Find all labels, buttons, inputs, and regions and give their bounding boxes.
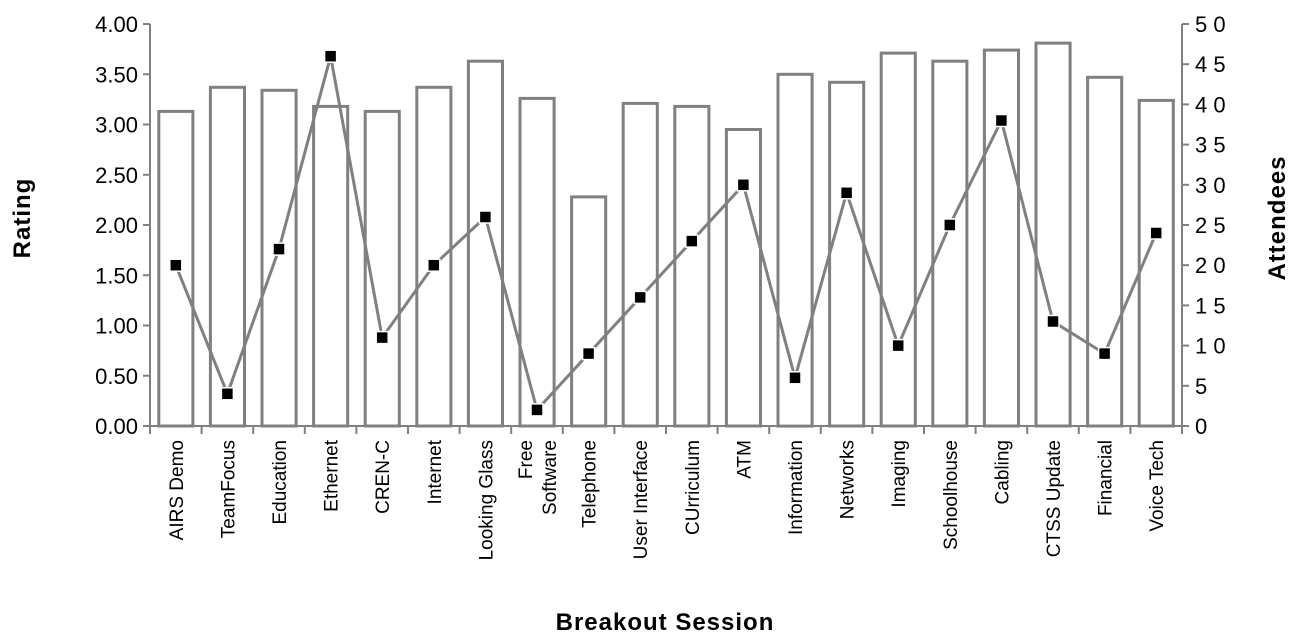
rating-bar (1036, 43, 1070, 426)
attendees-marker (583, 348, 595, 360)
category-label: CTSS Update (1044, 440, 1065, 557)
y-tick-label: 4.00 (95, 12, 138, 37)
y-axis-title: Rating (9, 178, 36, 259)
attendees-marker (634, 291, 646, 303)
category-label: Looking Glass (476, 440, 497, 560)
y2-tick-label: 2 0 (1195, 253, 1226, 278)
rating-bar (210, 87, 244, 426)
rating-bar (830, 82, 864, 426)
attendees-marker (1150, 227, 1162, 239)
y-tick-label: 0.00 (95, 414, 138, 439)
attendees-marker (273, 243, 285, 255)
category-label: ATM (734, 440, 755, 479)
attendees-marker (892, 340, 904, 352)
y2-tick-label: 1 0 (1195, 334, 1226, 359)
attendees-marker (789, 372, 801, 384)
category-label: CREN-C (373, 440, 394, 514)
rating-bar (623, 103, 657, 426)
y2-tick-label: 4 5 (1195, 52, 1226, 77)
y2-tick-label: 3 0 (1195, 173, 1226, 198)
rating-bar (726, 130, 760, 427)
category-label: Schoolhouse (941, 440, 962, 550)
category-label: User Interface (631, 440, 652, 559)
rating-bar (881, 53, 915, 426)
attendees-marker (944, 219, 956, 231)
attendees-marker (325, 50, 337, 62)
rating-bar (933, 61, 967, 426)
attendees-marker (686, 235, 698, 247)
y2-tick-label: 0 (1195, 414, 1207, 439)
y2-tick-label: 1 5 (1195, 293, 1226, 318)
category-label: Free (516, 440, 537, 479)
rating-bar (675, 106, 709, 426)
category-label: CUrriculum (683, 440, 704, 535)
category-label: Financial (1096, 440, 1117, 516)
y-tick-label: 1.00 (95, 314, 138, 339)
category-label: Cabling (992, 440, 1013, 504)
category-label: Telephone (580, 440, 601, 528)
rating-bar (314, 106, 348, 426)
attendees-marker (1099, 348, 1111, 360)
y2-axis-title: Attendees (1264, 155, 1291, 280)
x-axis-title: Breakout Session (556, 609, 775, 636)
rating-bars (159, 43, 1173, 426)
rating-bar (417, 87, 451, 426)
category-label: Networks (838, 440, 859, 519)
rating-bar (520, 98, 554, 426)
y-tick-label: 2.00 (95, 213, 138, 238)
y2-tick-label: 4 0 (1195, 92, 1226, 117)
rating-bar (1088, 77, 1122, 426)
attendees-marker (841, 187, 853, 199)
y-tick-label: 0.50 (95, 364, 138, 389)
attendees-marker (995, 115, 1007, 127)
attendees-marker (170, 259, 182, 271)
rating-bar (262, 90, 296, 426)
y-tick-label: 2.50 (95, 163, 138, 188)
category-label: AIRS Demo (167, 440, 188, 540)
attendees-marker (376, 332, 388, 344)
attendees-marker (531, 404, 543, 416)
category-label: Voice Tech (1147, 440, 1168, 532)
axes (143, 24, 1189, 434)
y-tick-label: 3.00 (95, 113, 138, 138)
rating-bar (984, 50, 1018, 426)
category-label: TeamFocus (218, 440, 239, 538)
rating-bar (468, 61, 502, 426)
attendees-marker (479, 211, 491, 223)
attendees-marker (428, 259, 440, 271)
attendees-marker (1047, 316, 1059, 328)
category-label: Software (540, 440, 561, 515)
attendees-marker (221, 388, 233, 400)
y-tick-label: 3.50 (95, 62, 138, 87)
attendees-marker (737, 179, 749, 191)
y2-tick-label: 5 0 (1195, 12, 1226, 37)
y2-tick-label: 3 5 (1195, 133, 1226, 158)
rating-bar (572, 197, 606, 426)
y-tick-label: 1.50 (95, 263, 138, 288)
category-label: Imaging (889, 440, 910, 508)
category-label: Information (786, 440, 807, 535)
category-label: Education (270, 440, 291, 525)
y2-tick-label: 2 5 (1195, 213, 1226, 238)
category-label: Ethernet (322, 439, 343, 512)
y2-tick-label: 5 (1195, 374, 1207, 399)
category-label: Internet (425, 439, 446, 504)
